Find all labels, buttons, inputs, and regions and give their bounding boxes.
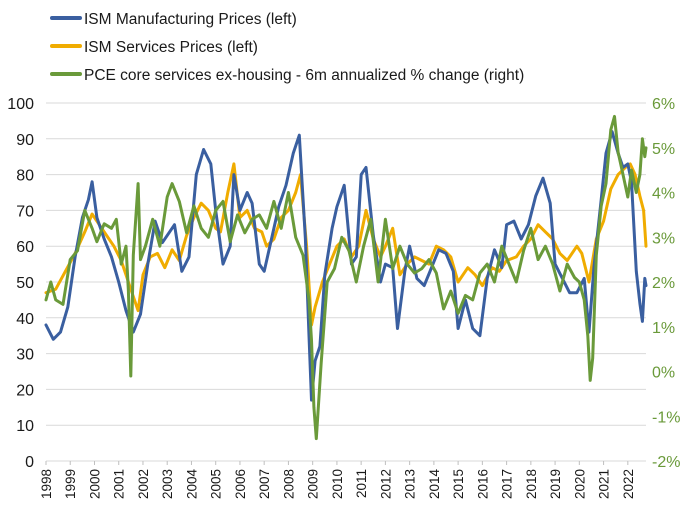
y-right-tick-label: -2% (652, 454, 680, 471)
x-tick-label: 2002 (136, 469, 151, 499)
y-left-tick-label: 100 (7, 96, 34, 113)
series-pce-line (46, 116, 646, 438)
x-tick-label: 2021 (597, 469, 612, 499)
x-tick-label: 1999 (63, 469, 78, 499)
x-tick-label: 2018 (524, 469, 539, 499)
x-tick-label: 2014 (427, 469, 442, 500)
y-left-tick-label: 90 (16, 132, 34, 149)
x-tick-label: 2007 (257, 469, 272, 499)
y-right-tick-label: 1% (652, 320, 675, 337)
x-tick-label: 2020 (572, 469, 587, 499)
y-right-tick-label: 3% (652, 230, 675, 247)
x-tick-label: 2010 (330, 469, 345, 499)
x-tick-label: 2008 (281, 469, 296, 499)
y-left-tick-label: 60 (16, 239, 34, 256)
y-right-tick-label: 5% (652, 141, 675, 158)
y-left-tick-label: 0 (25, 454, 34, 471)
x-tick-label: 1998 (39, 469, 54, 499)
y-left-tick-label: 40 (16, 311, 34, 328)
y-left-tick-label: 30 (16, 347, 34, 364)
x-tick-label: 2003 (160, 469, 175, 499)
x-tick-label: 2013 (403, 469, 418, 499)
y-left-tick-label: 80 (16, 168, 34, 185)
x-tick-label: 2001 (112, 469, 127, 499)
x-tick-label: 2011 (354, 469, 369, 498)
y-left-tick-label: 10 (16, 418, 34, 435)
x-tick-label: 2006 (233, 469, 248, 499)
y-right-tick-label: 4% (652, 186, 675, 203)
y-right-tick-label: -1% (652, 409, 680, 426)
legend: ISM Manufacturing Prices (left) ISM Serv… (52, 11, 524, 84)
right-axis-ticks: -2% -1% 0% 1% 2% 3% 4% 5% 6% (652, 96, 680, 471)
line-chart: ISM Manufacturing Prices (left) ISM Serv… (0, 0, 700, 519)
legend-label-services: ISM Services Prices (left) (84, 39, 258, 56)
x-tick-label: 2012 (378, 469, 393, 499)
x-axis-ticks: 1998 1999 2000 2001 2002 2003 2004 2005 2006 2007… (39, 461, 636, 499)
legend-label-manufacturing: ISM Manufacturing Prices (left) (84, 11, 297, 28)
x-tick-label: 2019 (548, 469, 563, 499)
x-tick-label: 2015 (451, 469, 466, 499)
x-tick-label: 2005 (209, 469, 224, 499)
y-left-tick-label: 50 (16, 275, 34, 292)
x-tick-label: 2009 (306, 469, 321, 499)
left-axis-ticks: 0 10 20 30 40 50 60 70 80 90 100 (7, 96, 34, 471)
legend-label-pce: PCE core services ex-housing - 6m annual… (84, 67, 524, 84)
x-tick-label: 2016 (475, 469, 490, 499)
x-tick-label: 2017 (500, 469, 515, 499)
y-right-tick-label: 2% (652, 275, 675, 292)
y-right-tick-label: 0% (652, 365, 675, 382)
y-left-tick-label: 20 (16, 382, 34, 399)
y-left-tick-label: 70 (16, 203, 34, 220)
x-tick-label: 2022 (621, 469, 636, 499)
y-right-tick-label: 6% (652, 96, 675, 113)
x-tick-label: 2004 (184, 469, 199, 500)
x-tick-label: 2000 (87, 469, 102, 499)
series-lines (46, 116, 646, 438)
series-manufacturing-line (46, 132, 646, 401)
